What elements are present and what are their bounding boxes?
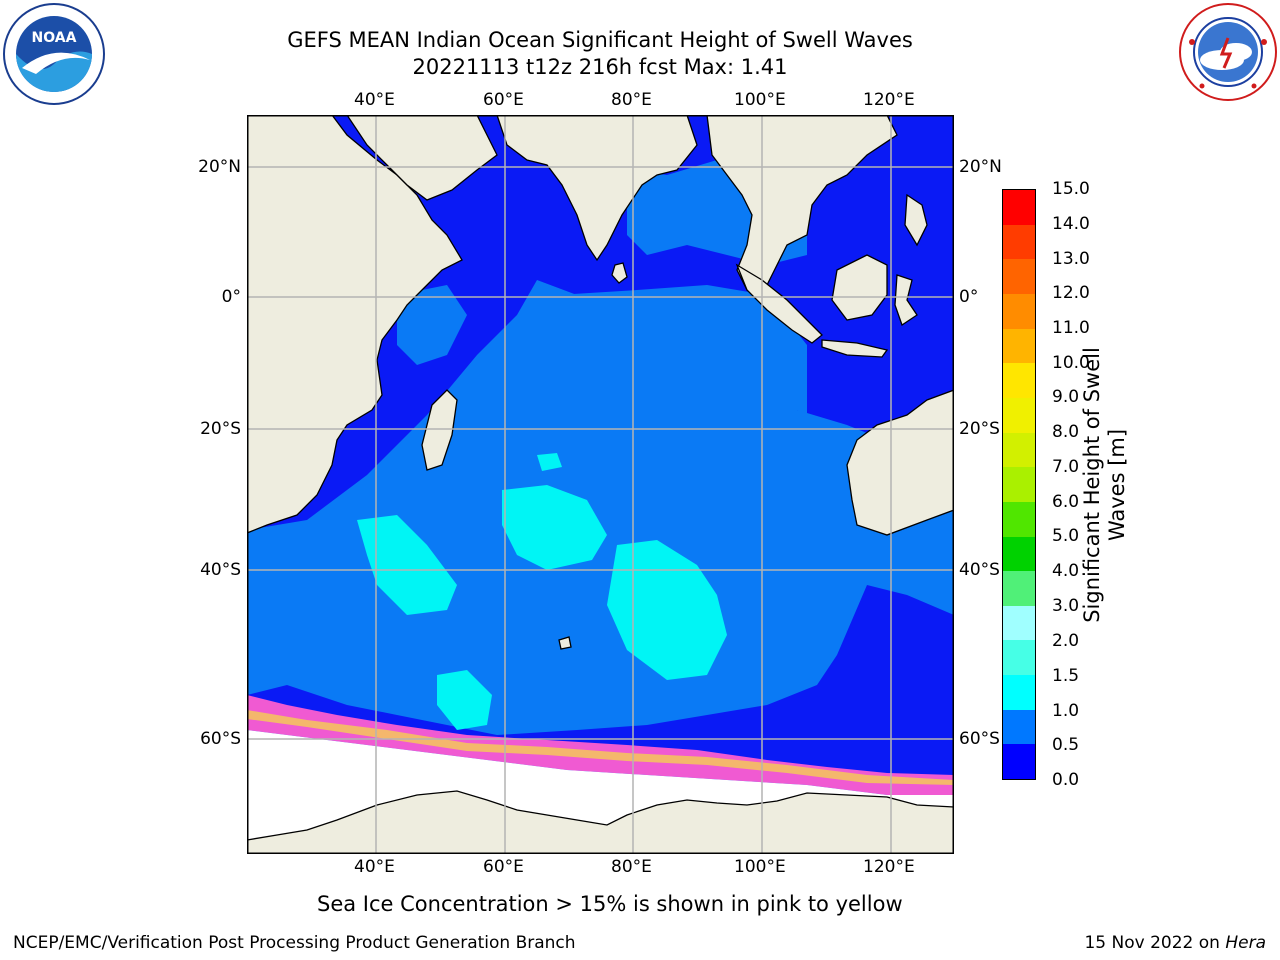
lat-tick-right: 20°N xyxy=(959,157,1002,177)
colorbar-tick: 15.0 xyxy=(1052,179,1090,199)
lon-tick-bottom: 100°E xyxy=(734,857,786,877)
colorbar-tick: 9.0 xyxy=(1052,387,1080,407)
colorbar-tick: 3.0 xyxy=(1052,596,1080,616)
land-sumatra xyxy=(735,263,823,344)
lat-tick-left: 60°S xyxy=(200,729,241,749)
colorbar-segment xyxy=(1003,605,1035,641)
land-kerguelen xyxy=(558,636,572,650)
lon-tick-top: 100°E xyxy=(734,90,786,110)
lon-tick-top: 80°E xyxy=(611,90,652,110)
land-java xyxy=(821,339,889,358)
colorbar-tick: 13.0 xyxy=(1052,249,1090,269)
noaa-logo: NOAA xyxy=(2,2,106,106)
colorbar-tick: 6.0 xyxy=(1052,492,1080,512)
lat-tick-left: 0° xyxy=(221,287,241,307)
ocean-high-area-1 xyxy=(357,515,457,615)
land-india xyxy=(496,114,698,262)
ocean-mid-area-north xyxy=(557,285,807,415)
lon-tick-top: 120°E xyxy=(863,90,915,110)
land-borneo xyxy=(831,254,888,321)
colorbar-segment xyxy=(1003,675,1035,710)
colorbar-segment xyxy=(1003,397,1035,433)
colorbar-segment xyxy=(1003,328,1035,364)
ocean-high-area-3 xyxy=(607,540,727,680)
map-svg xyxy=(246,114,955,855)
colorbar-segment xyxy=(1003,190,1035,225)
colorbar-segment xyxy=(1003,363,1035,398)
colorbar-tick: 2.0 xyxy=(1052,631,1080,651)
colorbar-tick: 12.0 xyxy=(1052,283,1090,303)
colorbar-ticks: 15.0 14.0 13.0 12.0 11.0 10.0 9.0 8.0 7.… xyxy=(1052,179,1122,791)
lat-tick-left: 20°N xyxy=(198,157,241,177)
land-sulawesi xyxy=(894,274,918,327)
land-se-asia xyxy=(706,114,898,291)
colorbar-segment xyxy=(1003,294,1035,329)
colorbar-tick: 1.0 xyxy=(1052,701,1080,721)
lon-tick-bottom: 60°E xyxy=(483,857,524,877)
colorbar-tick: 7.0 xyxy=(1052,457,1080,477)
colorbar-segment xyxy=(1003,536,1035,572)
footer-credit: NCEP/EMC/Verification Post Processing Pr… xyxy=(13,933,576,953)
land-philippines xyxy=(904,193,928,247)
map-gridlines xyxy=(247,115,954,854)
lon-tick-bottom: 120°E xyxy=(863,857,915,877)
map-panel xyxy=(246,114,955,855)
colorbar-segment xyxy=(1003,501,1035,537)
colorbar-tick: 10.0 xyxy=(1052,353,1090,373)
colorbar-segment xyxy=(1003,259,1035,295)
colorbar-segment xyxy=(1003,467,1035,502)
ocean-high-area-5 xyxy=(537,453,562,471)
colorbar-segment xyxy=(1003,571,1035,606)
colorbar-title-line1: Significant Height of Swell xyxy=(1080,347,1104,623)
colorbar-tick: 4.0 xyxy=(1052,561,1080,581)
lon-tick-bottom: 40°E xyxy=(354,857,395,877)
colorbar-tick: 14.0 xyxy=(1052,214,1090,234)
lat-tick-left: 40°S xyxy=(200,560,241,580)
lon-tick-bottom: 80°E xyxy=(611,857,652,877)
colorbar-segment xyxy=(1003,224,1035,260)
footer-date-text: 15 Nov 2022 on xyxy=(1084,933,1226,953)
land-sri-lanka xyxy=(611,262,628,284)
sea-ice-yellow xyxy=(247,710,954,785)
lat-tick-left: 20°S xyxy=(200,419,241,439)
noaa-logo-text: NOAA xyxy=(32,30,77,46)
map-frame xyxy=(247,115,954,854)
colorbar-segment xyxy=(1003,640,1035,676)
lat-tick-right: 60°S xyxy=(959,729,1000,749)
ocean-high-area-2 xyxy=(502,485,607,570)
land-arabia xyxy=(345,114,498,201)
colorbar-tick: 11.0 xyxy=(1052,318,1090,338)
chart-title: GEFS MEAN Indian Ocean Significant Heigh… xyxy=(287,28,913,52)
colorbar-tick: 0.5 xyxy=(1052,735,1080,755)
colorbar-segment xyxy=(1003,432,1035,468)
colorbar-tick: 0.0 xyxy=(1052,770,1080,790)
colorbar xyxy=(1002,189,1036,780)
footer-host: Hera xyxy=(1225,933,1266,953)
land-australia xyxy=(846,389,955,536)
land-madagascar xyxy=(421,389,458,471)
sea-ice-caption: Sea Ice Concentration > 15% is shown in … xyxy=(317,892,903,916)
lat-tick-right: 0° xyxy=(959,287,979,307)
land-antarctica xyxy=(246,790,955,855)
nws-logo xyxy=(1178,2,1278,102)
lat-tick-right: 40°S xyxy=(959,560,1000,580)
lat-tick-right: 20°S xyxy=(959,419,1000,439)
ocean-mid-area-west xyxy=(397,285,467,365)
colorbar-segment xyxy=(1003,709,1035,745)
lon-tick-top: 40°E xyxy=(354,90,395,110)
lon-tick-top: 60°E xyxy=(483,90,524,110)
colorbar-tick: 5.0 xyxy=(1052,526,1080,546)
colorbar-title-line2: Waves [m] xyxy=(1105,428,1129,542)
chart-subtitle: 20221113 t12z 216h fcst Max: 1.41 xyxy=(412,55,788,79)
footer-date: 15 Nov 2022 on Hera xyxy=(1084,933,1266,953)
colorbar-segment xyxy=(1003,744,1035,779)
ocean-high-area-4 xyxy=(437,670,492,730)
colorbar-tick: 1.5 xyxy=(1052,666,1080,686)
colorbar-tick: 8.0 xyxy=(1052,422,1080,442)
